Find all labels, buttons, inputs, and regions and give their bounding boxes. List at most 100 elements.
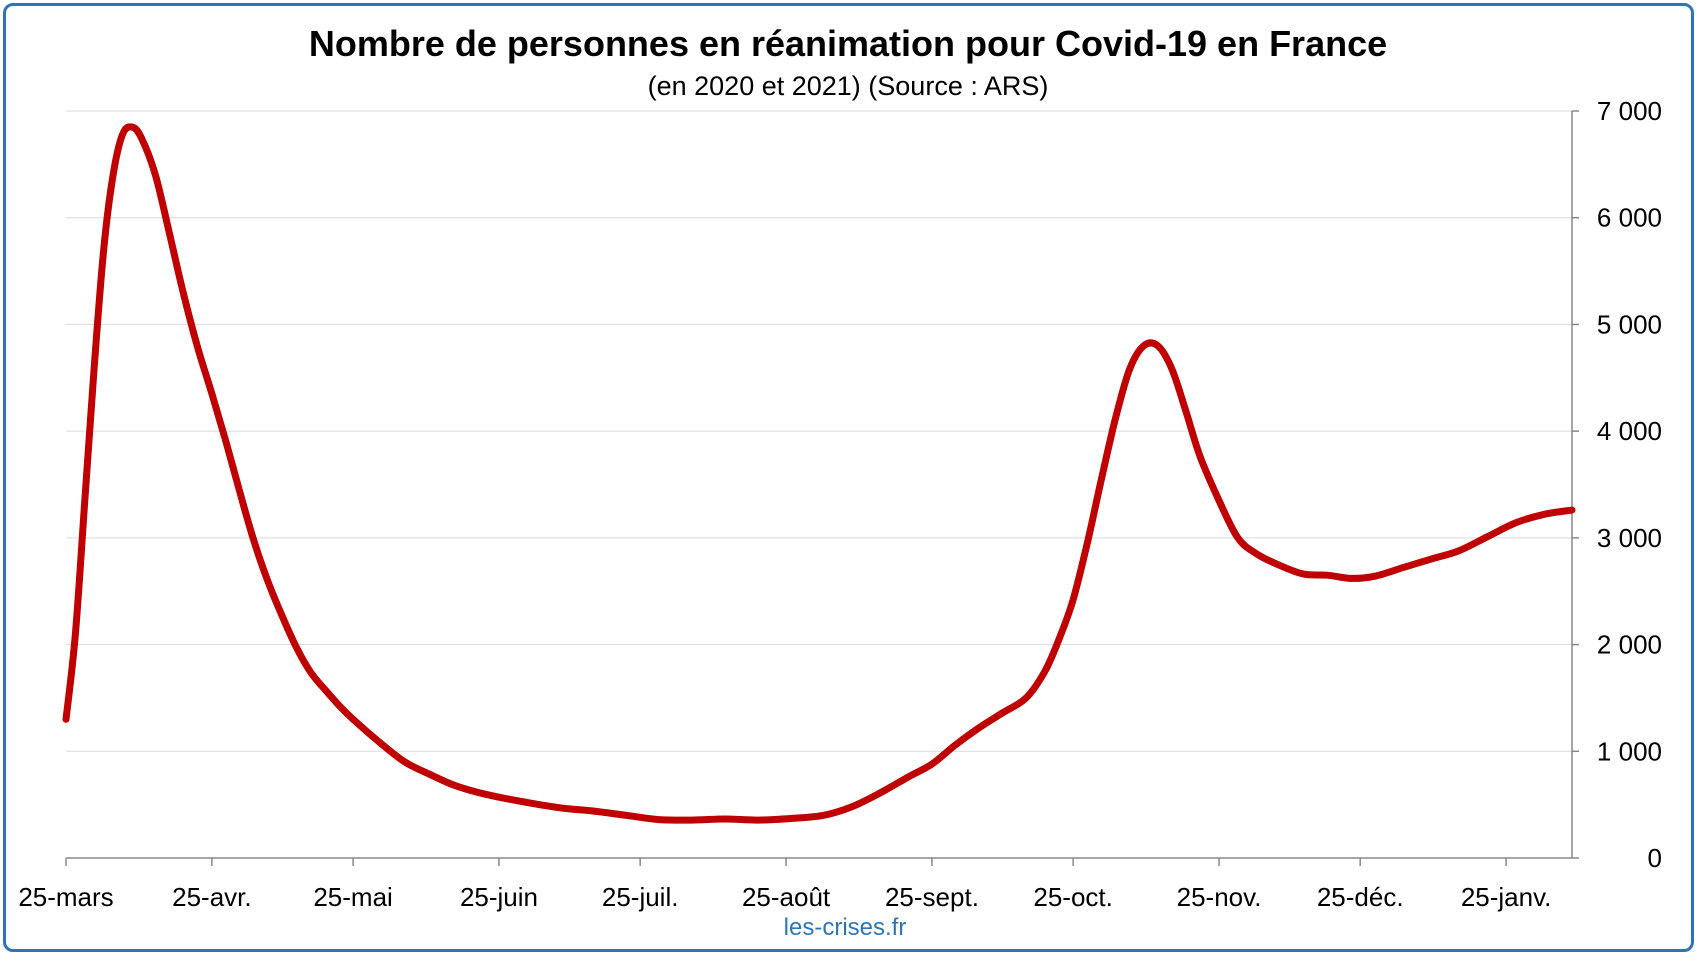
axes xyxy=(65,110,1579,866)
data-point-68 xyxy=(1400,565,1406,571)
data-point-40 xyxy=(849,804,855,810)
data-point-63 xyxy=(1277,563,1283,569)
data-point-69 xyxy=(1428,556,1434,562)
data-point-14 xyxy=(223,439,229,445)
y-tick-label-3: 3 000 xyxy=(1597,523,1662,553)
data-point-54 xyxy=(1127,366,1133,372)
data-point-7 xyxy=(129,124,135,130)
y-tick-label-5: 5 000 xyxy=(1597,309,1662,339)
data-point-61 xyxy=(1235,535,1241,541)
data-point-50 xyxy=(1070,597,1076,603)
data-point-29 xyxy=(496,794,502,800)
data-point-70 xyxy=(1456,548,1462,554)
data-point-9 xyxy=(152,172,158,178)
data-point-16 xyxy=(251,539,257,545)
data-point-12 xyxy=(195,345,201,351)
data-point-31 xyxy=(557,805,563,811)
data-point-33 xyxy=(623,812,629,818)
data-point-67 xyxy=(1371,573,1377,579)
data-point-19 xyxy=(294,645,300,651)
data-point-73 xyxy=(1541,511,1547,517)
data-point-38 xyxy=(788,816,794,822)
data-point-10 xyxy=(167,231,173,237)
x-tick-label-6: 25-sept. xyxy=(885,882,979,912)
data-point-71 xyxy=(1484,534,1490,540)
x-tick-label-5: 25-août xyxy=(742,882,831,912)
data-point-8 xyxy=(138,135,144,141)
x-tick-label-1: 25-avr. xyxy=(172,882,252,912)
data-point-5 xyxy=(110,172,116,178)
data-point-32 xyxy=(590,808,596,814)
data-point-62 xyxy=(1254,551,1260,557)
data-point-66 xyxy=(1348,575,1354,581)
x-tick-label-3: 25-juin xyxy=(460,882,538,912)
y-tick-label-1: 1 000 xyxy=(1597,736,1662,766)
y-tick-label-7: 7 000 xyxy=(1597,96,1662,126)
data-point-36 xyxy=(722,816,728,822)
data-point-28 xyxy=(472,789,478,795)
x-tick-label-9: 25-déc. xyxy=(1317,882,1404,912)
gridlines xyxy=(66,110,1572,752)
data-point-37 xyxy=(755,817,761,823)
data-point-60 xyxy=(1216,498,1222,504)
data-point-65 xyxy=(1324,572,1330,578)
data-point-6 xyxy=(120,132,126,138)
data-point-20 xyxy=(308,669,314,675)
data-point-43 xyxy=(929,761,935,767)
data-point-51 xyxy=(1084,540,1090,546)
data-point-3 xyxy=(91,364,97,370)
credit-label: les-crises.fr xyxy=(784,914,907,941)
data-point-24 xyxy=(378,741,384,747)
series-layer xyxy=(62,123,1576,824)
data-point-72 xyxy=(1513,520,1519,526)
data-point-15 xyxy=(237,490,243,496)
series-line-0 xyxy=(62,123,1576,824)
data-point-1 xyxy=(72,631,78,637)
data-point-23 xyxy=(350,716,356,722)
data-point-27 xyxy=(449,781,455,787)
data-point-42 xyxy=(905,774,911,780)
data-point-22 xyxy=(336,702,342,708)
data-point-59 xyxy=(1197,454,1203,460)
data-point-55 xyxy=(1141,343,1147,349)
chart-subtitle: (en 2020 et 2021) (Source : ARS) xyxy=(648,71,1049,101)
data-point-35 xyxy=(689,817,695,823)
data-point-44 xyxy=(953,742,959,748)
data-point-18 xyxy=(280,614,286,620)
data-point-17 xyxy=(265,580,271,586)
x-tick-label-2: 25-mai xyxy=(313,882,392,912)
data-point-34 xyxy=(656,817,662,823)
data-point-58 xyxy=(1183,409,1189,415)
data-point-0 xyxy=(63,716,69,722)
y-tick-label-6: 6 000 xyxy=(1597,203,1662,233)
x-tick-label-4: 25-juil. xyxy=(602,882,679,912)
x-tick-label-10: 25-janv. xyxy=(1461,882,1552,912)
data-point-41 xyxy=(877,790,883,796)
y-tick-label-4: 4 000 xyxy=(1597,416,1662,446)
data-point-45 xyxy=(976,725,982,731)
data-point-53 xyxy=(1113,415,1119,421)
data-point-74 xyxy=(1569,507,1575,513)
x-tick-label-0: 25-mars xyxy=(18,882,113,912)
data-point-13 xyxy=(209,391,215,397)
data-point-49 xyxy=(1056,636,1062,642)
y-tick-labels: 0 1 000 2 000 3 000 4 000 5 000 6 000 7 000 xyxy=(1597,96,1662,873)
chart-frame xyxy=(3,3,1694,952)
y-tick-label-2: 2 000 xyxy=(1597,630,1662,660)
chart-title: Nombre de personnes en réanimation pour … xyxy=(309,23,1387,64)
y-tick-label-0: 0 xyxy=(1648,843,1662,873)
data-point-30 xyxy=(524,800,530,806)
data-point-64 xyxy=(1301,571,1307,577)
data-point-39 xyxy=(821,812,827,818)
data-point-57 xyxy=(1169,366,1175,372)
data-point-46 xyxy=(1000,710,1006,716)
data-point-25 xyxy=(402,759,408,765)
x-tick-label-8: 25-nov. xyxy=(1177,882,1262,912)
x-tick-labels: 25-mars 25-avr. 25-mai 25-juin 25-juil. 25-ao… xyxy=(18,882,1551,912)
x-tick-label-7: 25-oct. xyxy=(1033,882,1113,912)
data-point-47 xyxy=(1023,695,1029,701)
data-point-2 xyxy=(82,498,88,504)
data-point-21 xyxy=(322,686,328,692)
data-point-52 xyxy=(1098,476,1104,482)
